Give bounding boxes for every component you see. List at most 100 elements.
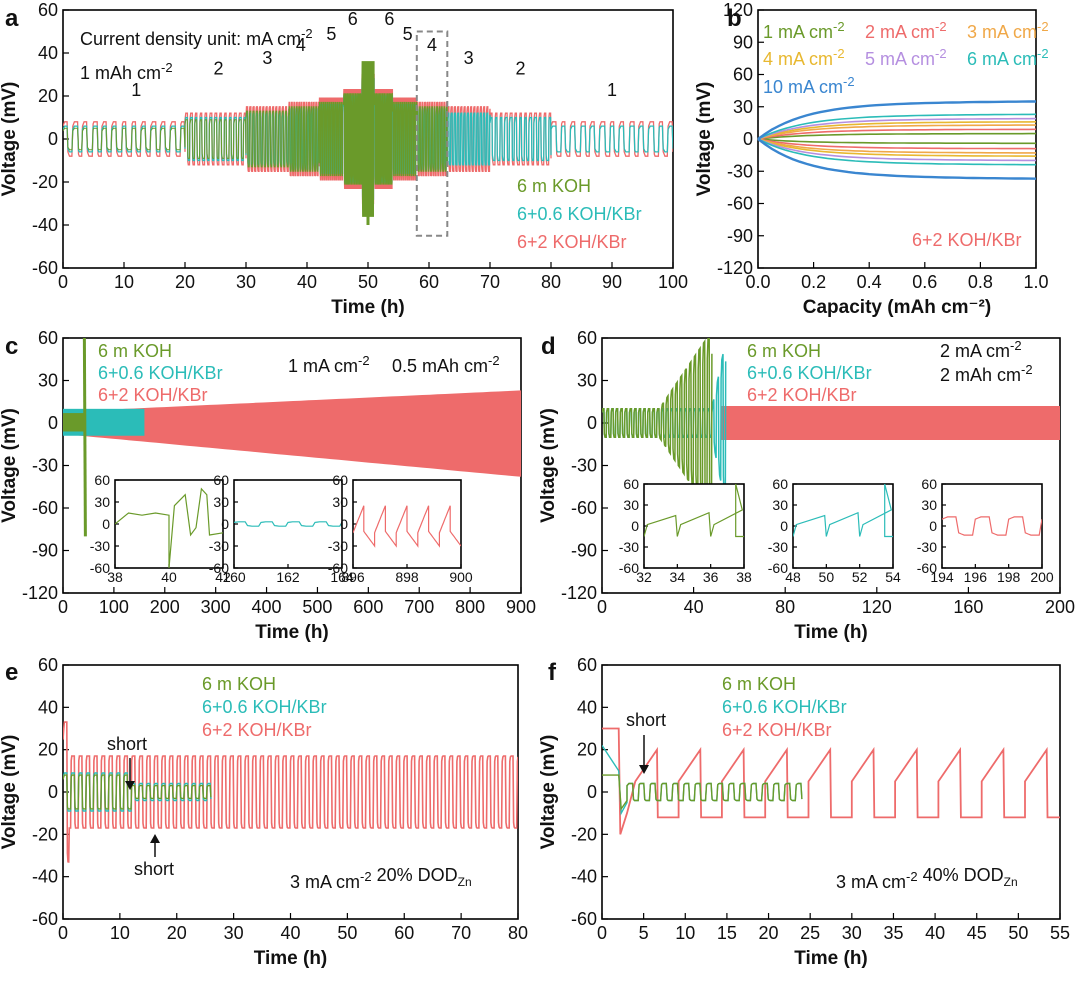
panel-letter: a [5,5,19,32]
legend-entry: 6+2 KOH/KBr [747,385,857,405]
rate-label: 1 [131,80,141,100]
x-tick-label: 200 [150,597,180,617]
current-density-note: 1 mA cm-2 [288,353,370,376]
rate-label: 3 [464,48,474,68]
y-tick-label: 0 [631,518,639,534]
inset-plot [793,484,893,538]
x-tick-label: 162 [276,569,300,585]
x-axis-title: Time (h) [794,948,868,969]
superscript: -2 [833,46,845,61]
y-tick-label: 60 [38,0,58,20]
x-tick-label: 90 [602,272,622,292]
series-line [63,774,212,810]
rate-label: 6 [384,9,394,29]
legend-entry: 6 m KOH [722,674,796,694]
text-part: 2 mAh cm [940,365,1021,385]
text-part: 3 mA cm [967,22,1037,42]
text-part: 4 mA cm [763,49,833,69]
text-part: 2 mA cm [940,341,1010,361]
series-line [602,727,1060,835]
x-tick-label: 200 [1045,597,1075,617]
x-tick-label: 0 [597,597,607,617]
y-tick-label: 0 [929,518,937,534]
x-axis-title: Time (h) [255,622,329,643]
legend-entry: 6+0.6 KOH/KBr [747,363,872,383]
y-tick-label: 30 [38,371,58,391]
electrolyte-label: 6+2 KOH/KBr [912,230,1022,250]
rate-label: 1 [607,80,617,100]
x-tick-label: 38 [736,569,752,585]
inset: 194 196 198 200 -60 -30 0 30 60 [917,476,1054,585]
y-tick-label: 60 [332,472,348,488]
x-tick-label: 196 [964,569,988,585]
legend-entry: 6+2 KOH/KBr [202,720,312,740]
x-tick-label: 400 [252,597,282,617]
curve [757,132,1036,140]
x-tick-label: 10 [114,272,134,292]
y-tick-label: 0 [48,129,58,149]
superscript: -2 [1037,19,1049,34]
x-tick-label: 34 [670,569,686,585]
y-tick-label: -90 [32,541,58,561]
y-tick-label: -30 [571,456,597,476]
x-tick-label: 0 [597,923,607,943]
short-annotation: short [626,710,666,730]
text-part: 3 mA cm [290,872,360,892]
x-tick-label: 100 [658,272,688,292]
x-tick-label: 40 [925,923,945,943]
legend-entry: 4 mA cm-2 [763,46,845,69]
y-tick-label: 0 [340,516,348,532]
y-tick-label: 30 [94,494,110,510]
y-tick-label: 30 [921,497,937,513]
inset: 48 50 52 54 -60 -30 0 30 60 [768,476,901,585]
text-part: 2 mA cm [865,22,935,42]
series-envelope [63,413,86,432]
text-part: 20% DOD [372,865,458,885]
x-tick-label: 40 [161,569,177,585]
y-tick-label: -30 [768,539,788,555]
y-tick-label: 60 [38,328,58,348]
rate-label: 4 [427,35,437,55]
x-tick-label: 5 [639,923,649,943]
inset-plot [942,516,1042,536]
plot-area [63,61,673,225]
current-density-note: 2 mA cm-2 [940,338,1022,361]
curve [757,138,1036,162]
y-tick-label: -60 [32,498,58,518]
y-tick-label: -40 [571,867,597,887]
text-part: 1 mAh cm [80,63,161,83]
y-tick-label: 40 [38,43,58,63]
inset-plot [353,505,461,548]
density-unit-note: Current density unit: mA cm-2 [80,26,313,49]
x-tick-label: 0 [58,923,68,943]
x-tick-label: 0.6 [912,272,937,292]
y-axis-title: Voltage (mV) [538,735,559,850]
short-annotation: short [107,734,147,754]
x-tick-label: 194 [930,569,954,585]
y-tick-label: -40 [32,215,58,235]
x-tick-label: 32 [636,569,652,585]
curve [757,138,1036,166]
y-tick-label: 90 [733,32,753,52]
x-tick-label: 700 [404,597,434,617]
x-tick-label: 80 [541,272,561,292]
x-tick-label: 42 [215,569,231,585]
x-tick-label: 20 [759,923,779,943]
curve [757,121,1037,140]
y-tick-label: -20 [32,824,58,844]
legend-entry: 6 mA cm-2 [967,46,1049,69]
curve [757,100,1036,140]
superscript: -2 [1021,362,1033,377]
y-tick-label: -30 [328,538,348,554]
x-tick-label: 800 [455,597,485,617]
x-tick-label: 120 [862,597,892,617]
x-tick-label: 0 [58,272,68,292]
superscript: -2 [935,19,947,34]
y-tick-label: -60 [32,909,58,929]
short-annotation: short [134,859,174,879]
inset-plot [644,484,744,538]
y-axis-title: Voltage (mV) [694,82,715,197]
y-tick-label: 30 [332,494,348,510]
legend-entry: 6+2 KOH/KBr [98,385,208,405]
